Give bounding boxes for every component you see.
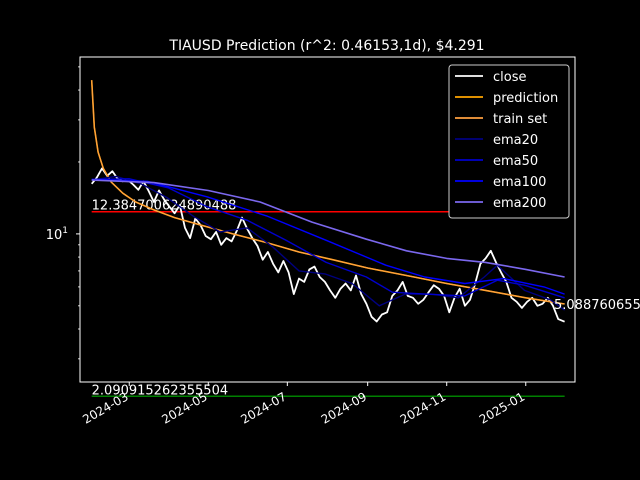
- series-ema100: [91, 178, 565, 295]
- prediction-end-label: 5.0887606550: [554, 298, 640, 313]
- y-tick-label-0: 101: [46, 226, 68, 243]
- legend-label-ema100: ema100: [493, 175, 546, 190]
- legend-box: [448, 64, 570, 219]
- legend-label-train-set: train set: [493, 112, 547, 127]
- legend-label-ema50: ema50: [493, 154, 538, 169]
- series-ema50: [91, 178, 565, 299]
- series-ema200: [91, 179, 565, 278]
- x-tick-label-5: 2025-01: [477, 389, 527, 426]
- hline-label-1: 2.090915262355504: [92, 383, 228, 398]
- x-tick-label-3: 2024-09: [319, 389, 369, 426]
- x-tick-label-2: 2024-07: [238, 389, 288, 426]
- legend-label-ema200: ema200: [493, 196, 546, 211]
- legend: close prediction train set ema20 ema50 ema100…: [448, 64, 570, 219]
- series-ema20: [91, 175, 566, 311]
- hline-label-0: 12.384700624890488: [92, 199, 237, 214]
- legend-label-ema20: ema20: [493, 133, 538, 148]
- x-tick-label-4: 2024-11: [398, 389, 448, 426]
- chart-title: TIAUSD Prediction (r^2: 0.46153,1d), $4.…: [168, 38, 484, 54]
- axes-frame: [79, 56, 576, 383]
- legend-label-close: close: [493, 70, 526, 85]
- series-close: [91, 167, 565, 323]
- legend-label-prediction: prediction: [493, 91, 558, 106]
